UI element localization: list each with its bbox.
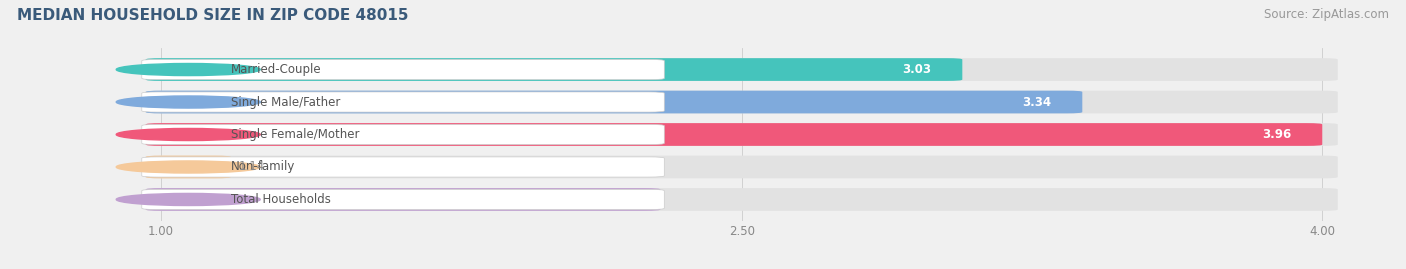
Text: Non-family: Non-family xyxy=(231,161,295,174)
Text: Total Households: Total Households xyxy=(231,193,330,206)
Text: Married-Couple: Married-Couple xyxy=(231,63,322,76)
Text: Source: ZipAtlas.com: Source: ZipAtlas.com xyxy=(1264,8,1389,21)
FancyBboxPatch shape xyxy=(146,58,1337,81)
FancyBboxPatch shape xyxy=(146,188,1337,211)
FancyBboxPatch shape xyxy=(146,155,231,178)
FancyBboxPatch shape xyxy=(146,155,1337,178)
FancyBboxPatch shape xyxy=(146,123,1322,146)
Text: MEDIAN HOUSEHOLD SIZE IN ZIP CODE 48015: MEDIAN HOUSEHOLD SIZE IN ZIP CODE 48015 xyxy=(17,8,408,23)
Text: 3.34: 3.34 xyxy=(1022,95,1052,108)
FancyBboxPatch shape xyxy=(146,123,1337,146)
Text: Single Female/Mother: Single Female/Mother xyxy=(231,128,360,141)
Circle shape xyxy=(117,96,260,108)
FancyBboxPatch shape xyxy=(146,91,1337,114)
Text: 1.14: 1.14 xyxy=(239,161,264,174)
FancyBboxPatch shape xyxy=(142,59,664,80)
Text: 3.03: 3.03 xyxy=(903,63,931,76)
FancyBboxPatch shape xyxy=(142,92,664,112)
FancyBboxPatch shape xyxy=(146,91,1083,114)
Text: 2.25: 2.25 xyxy=(600,193,630,206)
FancyBboxPatch shape xyxy=(142,157,664,177)
Text: Single Male/Father: Single Male/Father xyxy=(231,95,340,108)
FancyBboxPatch shape xyxy=(142,125,664,144)
Circle shape xyxy=(117,129,260,140)
Circle shape xyxy=(117,161,260,173)
Circle shape xyxy=(117,63,260,76)
FancyBboxPatch shape xyxy=(146,58,962,81)
Text: 3.96: 3.96 xyxy=(1263,128,1291,141)
Circle shape xyxy=(117,193,260,206)
FancyBboxPatch shape xyxy=(146,188,661,211)
FancyBboxPatch shape xyxy=(142,189,664,210)
